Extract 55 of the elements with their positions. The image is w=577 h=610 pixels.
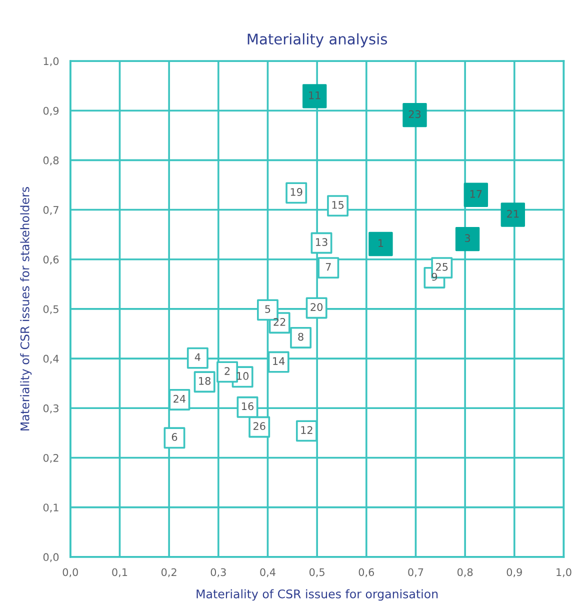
x-tick-label: 0,8 [457, 568, 473, 578]
y-tick-label: 0,5 [43, 305, 58, 314]
annotation: 12 [301, 426, 312, 434]
point [186, 347, 208, 369]
x-tick-label: 0,9 [506, 568, 522, 578]
y-tick-label: 0,3 [43, 404, 58, 414]
annotation: 21 [507, 210, 519, 218]
annotation: 11 [309, 91, 320, 100]
y-tick-label: 0,9 [43, 106, 59, 116]
y-tick-label: 0,0 [43, 553, 59, 562]
x-tick-label: 1,0 [556, 568, 572, 578]
x-tick-label: 0,5 [309, 568, 324, 578]
y-tick-label: 0,1 [43, 504, 58, 513]
point [290, 327, 312, 348]
x-tick-label: 0,0 [62, 568, 78, 578]
annotation: 3 [465, 234, 470, 242]
x-tick-label: 0,4 [260, 568, 276, 578]
x-tick-label: 0,7 [408, 568, 424, 578]
chart-title: Materiality analysis [248, 33, 388, 48]
annotation: 18 [199, 377, 210, 385]
annotation: 23 [408, 110, 421, 118]
annotation: 20 [310, 303, 323, 311]
y-tick-label: 0,6 [43, 256, 59, 265]
annotation: 24 [174, 394, 186, 403]
x-axis-title: Materiality of CSR issues for organisation [196, 589, 438, 601]
point [368, 232, 393, 256]
annotation: 8 [298, 332, 304, 341]
annotation: 19 [290, 188, 302, 196]
point [164, 427, 186, 449]
x-tick-label: 0,1 [112, 568, 128, 578]
annotation: 25 [436, 262, 448, 271]
annotation: 17 [470, 190, 482, 198]
annotation: 22 [274, 318, 286, 326]
point [455, 226, 480, 252]
annotation: 7 [326, 263, 331, 271]
y-tick-label: 0,4 [43, 354, 59, 364]
x-tick-label: 0,3 [210, 568, 226, 578]
annotation: 5 [265, 305, 270, 313]
annotation: 14 [273, 357, 285, 365]
annotation: 26 [253, 422, 266, 430]
annotation: 15 [332, 201, 344, 209]
y-axis-title: Materiality of CSR issues for stakeholders [20, 187, 32, 430]
annotation: 4 [194, 353, 200, 361]
annotation: 13 [316, 238, 328, 246]
y-tick-label: 0,7 [43, 206, 58, 215]
point [318, 257, 340, 279]
x-tick-label: 0,6 [358, 568, 374, 578]
annotation: 16 [242, 402, 254, 410]
annotation: 1 [378, 239, 384, 247]
annotation: 2 [224, 367, 230, 375]
y-tick-label: 0,8 [43, 156, 59, 166]
y-tick-label: 1,0 [44, 57, 59, 66]
y-tick-label: 0,2 [43, 454, 58, 463]
annotation: 6 [172, 433, 178, 441]
x-tick-label: 0,2 [161, 568, 176, 578]
